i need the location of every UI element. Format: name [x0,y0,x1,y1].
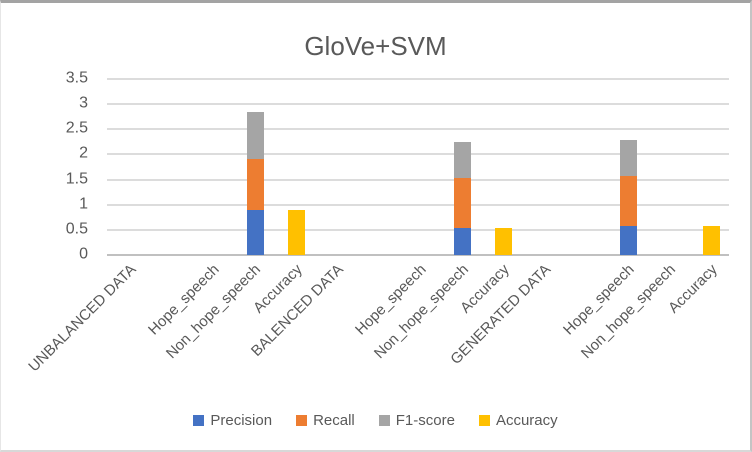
y-axis-tick-label: 1.5 [65,169,88,187]
f1-score-bar-segment [619,139,637,176]
precision-bar-segment [453,228,471,255]
y-axis-tick-label: 2.5 [65,119,88,137]
x-axis-label: UNBALANCED DATA [25,261,140,376]
accuracy-bar-segment [702,225,720,255]
y-axis-tick-label: 1 [79,194,88,212]
legend-item-precision: Precision [193,412,272,429]
accuracy-bar-segment [288,209,306,255]
gridline [107,203,729,206]
recall-bar-segment [453,178,471,229]
legend-item-recall: Recall [296,412,355,429]
accuracy-bar-segment [495,228,513,255]
chart-title: GloVe+SVM [304,31,447,61]
x-axis-label: Hope_speech [559,261,638,339]
legend-label: Accuracy [495,412,558,429]
gridline [107,128,729,131]
legend-label: Recall [313,412,355,429]
recall-legend-swatch-icon [296,415,308,426]
y-axis-tick-label: 2 [79,144,88,162]
f1-score-bar-segment [453,142,471,179]
precision-bar-segment [619,225,637,255]
y-axis-tick-label: 0.5 [65,220,88,238]
x-axis-label: Hope_speech [352,261,431,339]
legend-label: F1-score [395,412,455,429]
gridline [107,103,729,106]
y-axis-tick-label: 0 [79,245,88,263]
legend-item-f1-score: F1-score [378,412,455,429]
x-axis-label: Hope_speech [145,261,223,339]
x-axis-line [107,254,729,256]
gridline [107,178,729,181]
gridline [107,228,729,231]
y-axis-tick-label: 3 [79,94,88,112]
legend-item-accuracy: Accuracy [478,412,558,429]
f1-score-bar-segment [246,111,264,160]
plot-area: 0 0.5 1 1.5 2 2.5 3 3.5 UNBALANCED DATA Hope_spee… [1,3,750,450]
precision-legend-swatch-icon [193,415,205,426]
recall-bar-segment [619,175,637,226]
gridline [107,78,729,80]
gridline [107,153,729,156]
y-axis-tick-label: 3.5 [65,69,88,87]
recall-bar-segment [246,159,264,210]
legend: Precision Recall F1-score Accuracy [1,412,750,429]
accuracy-legend-swatch-icon [478,415,490,426]
precision-bar-segment [246,209,264,255]
legend-label: Precision [210,412,273,429]
f1-score-legend-swatch-icon [378,415,390,426]
